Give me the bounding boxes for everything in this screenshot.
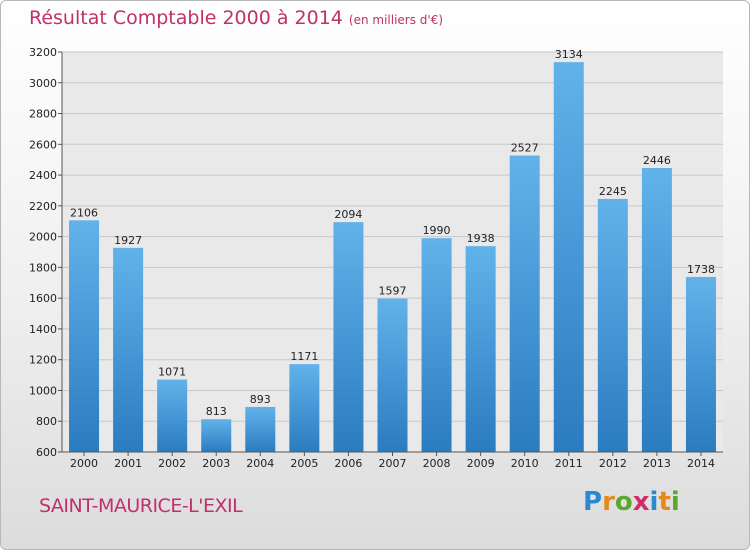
data-label-2012: 2245 (599, 185, 627, 198)
y-tick-label: 2200 (29, 200, 57, 213)
y-tick-label: 1200 (29, 354, 57, 367)
x-tick-label: 2000 (70, 457, 98, 470)
bar-2007 (377, 298, 408, 452)
data-label-2003: 813 (206, 405, 227, 418)
bar-2006 (333, 222, 364, 452)
logo-letter: x (632, 487, 650, 517)
x-tick-label: 2001 (114, 457, 142, 470)
y-tick-label: 3000 (29, 77, 57, 90)
town-name: SAINT-MAURICE-L'EXIL (39, 495, 243, 517)
bar-2013 (641, 168, 672, 452)
logo-letter: P (583, 487, 603, 517)
title-unit: (en milliers d'€) (348, 13, 444, 27)
bar-2012 (597, 198, 628, 452)
x-tick-label: 2008 (423, 457, 451, 470)
y-tick-label: 800 (36, 415, 57, 428)
logo-letter: i (670, 487, 680, 517)
data-label-2011: 3134 (555, 48, 583, 61)
x-tick-label: 2012 (599, 457, 627, 470)
data-label-2014: 1738 (687, 263, 715, 276)
bar-2002 (157, 379, 188, 452)
bar-2008 (421, 238, 452, 452)
proxiti-logo: Proxiti (583, 487, 680, 517)
data-label-2004: 893 (250, 393, 271, 406)
bar-2009 (465, 246, 496, 452)
x-tick-label: 2007 (379, 457, 407, 470)
x-tick-label: 2002 (158, 457, 186, 470)
data-label-2009: 1938 (467, 232, 495, 245)
bar-2003 (201, 419, 232, 452)
bar-2005 (289, 364, 320, 452)
x-tick-label: 2006 (334, 457, 362, 470)
data-label-2001: 1927 (114, 234, 142, 247)
logo-letter: o (614, 487, 633, 517)
x-tick-label: 2003 (202, 457, 230, 470)
x-tick-label: 2004 (246, 457, 274, 470)
bar-2001 (113, 247, 144, 452)
y-tick-label: 2400 (29, 169, 57, 182)
data-label-2010: 2527 (511, 142, 539, 155)
y-tick-label: 3200 (29, 46, 57, 59)
y-tick-label: 2000 (29, 231, 57, 244)
x-tick-label: 2009 (467, 457, 495, 470)
data-label-2005: 1171 (290, 350, 318, 363)
logo-letter: t (658, 487, 671, 517)
x-tick-label: 2010 (511, 457, 539, 470)
x-tick-label: 2014 (687, 457, 715, 470)
bar-2014 (685, 276, 716, 452)
y-tick-label: 1600 (29, 292, 57, 305)
y-tick-label: 1800 (29, 261, 57, 274)
y-tick-label: 1000 (29, 384, 57, 397)
bar-2010 (509, 155, 540, 453)
bar-2004 (245, 406, 276, 452)
y-tick-label: 1400 (29, 323, 57, 336)
y-tick-label: 600 (36, 446, 57, 459)
x-tick-label: 2005 (290, 457, 318, 470)
bar-2000 (69, 220, 100, 452)
data-label-2013: 2446 (643, 154, 671, 167)
data-label-2007: 1597 (379, 285, 407, 298)
logo-letter: r (602, 487, 615, 517)
title-text: Résultat Comptable 2000 à 2014 (29, 7, 343, 29)
bar-2011 (553, 62, 584, 453)
data-label-2008: 1990 (423, 224, 451, 237)
y-tick-label: 2600 (29, 138, 57, 151)
y-tick-label: 2800 (29, 108, 57, 121)
logo-letter: i (649, 487, 659, 517)
data-label-2000: 2106 (70, 206, 98, 219)
data-label-2006: 2094 (334, 208, 362, 221)
x-tick-label: 2013 (643, 457, 671, 470)
data-label-2002: 1071 (158, 366, 186, 379)
chart-title: Résultat Comptable 2000 à 2014 (en millie… (29, 7, 443, 29)
x-tick-label: 2011 (555, 457, 583, 470)
